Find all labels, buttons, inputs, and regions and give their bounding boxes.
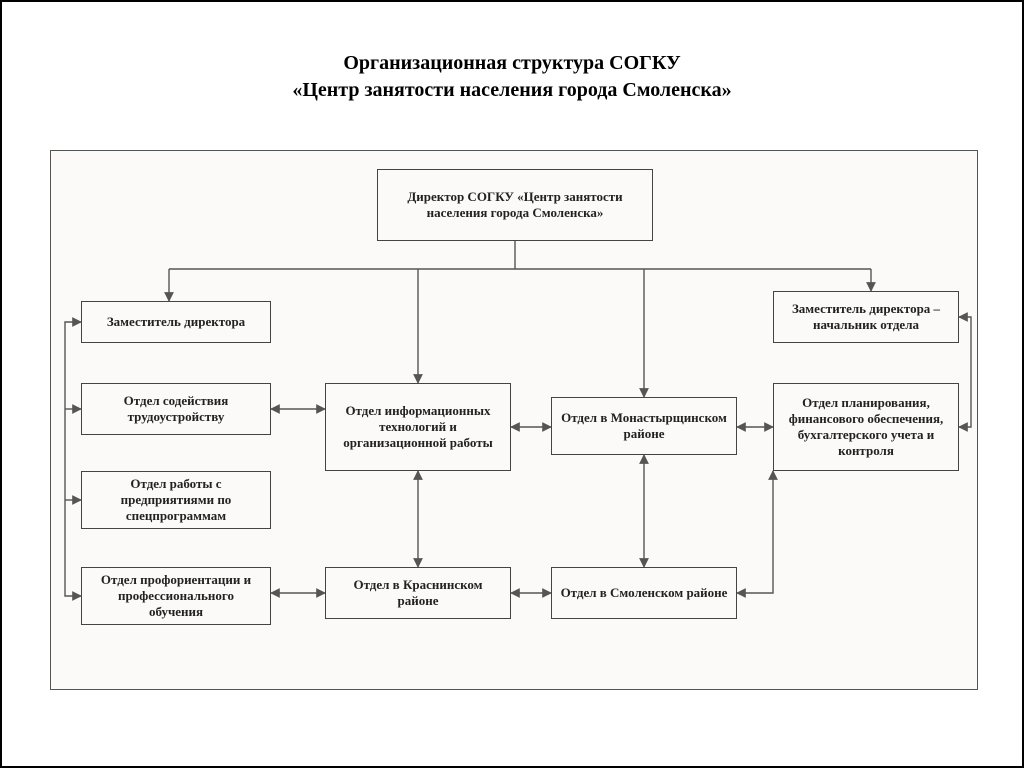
org-node-left1: Отдел содействия трудоустройству	[81, 383, 271, 435]
org-node-mid2: Отдел в Монастырщинском районе	[551, 397, 737, 455]
org-chart: Директор СОГКУ «Центр занятости населени…	[50, 150, 978, 690]
connector-9	[959, 317, 971, 427]
org-node-deputy1: Заместитель директора	[81, 301, 271, 343]
connector-15	[737, 471, 773, 593]
org-node-right1: Отдел планирования, финансового обеспече…	[773, 383, 959, 471]
org-node-mid3: Отдел в Краснинском районе	[325, 567, 511, 619]
title-line-2: «Центр занятости населения города Смолен…	[292, 79, 731, 101]
org-node-director: Директор СОГКУ «Центр занятости населени…	[377, 169, 653, 241]
org-node-left2: Отдел работы с предприятиями по спецпрог…	[81, 471, 271, 529]
connector-6	[65, 322, 81, 596]
org-node-mid1: Отдел информационных технологий и органи…	[325, 383, 511, 471]
org-node-left3: Отдел профориентации и профессионального…	[81, 567, 271, 625]
org-node-mid4: Отдел в Смоленском районе	[551, 567, 737, 619]
org-node-deputy2: Заместитель директора – начальник отдела	[773, 291, 959, 343]
title-line-1: Организационная структура СОГКУ	[343, 52, 680, 74]
page-title: Организационная структура СОГКУ «Центр з…	[2, 50, 1022, 104]
